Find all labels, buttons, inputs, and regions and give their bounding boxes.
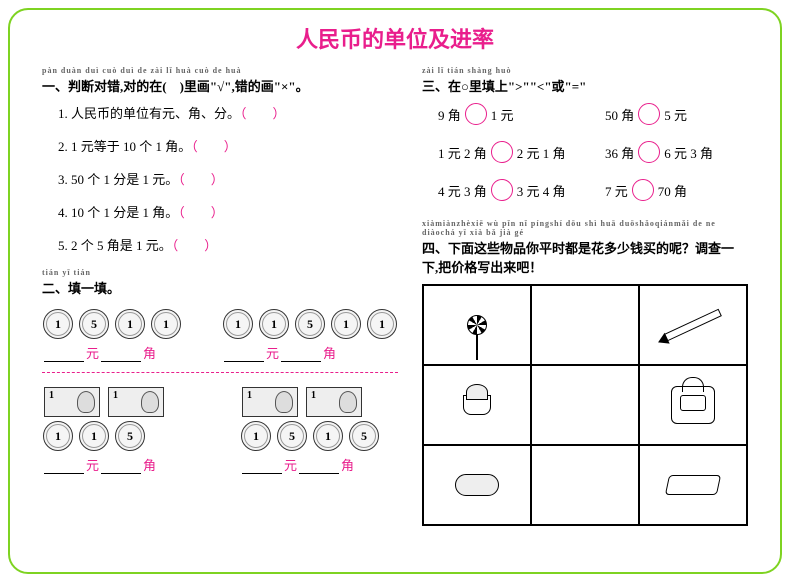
coin-1: 1 (367, 309, 397, 339)
cell-empty[interactable] (531, 365, 639, 445)
coin-1: 1 (115, 309, 145, 339)
blank[interactable] (242, 460, 282, 474)
blank[interactable] (44, 460, 84, 474)
comp-2: 50 角5 元 (605, 103, 748, 125)
bill-1 (242, 387, 298, 417)
coin-5: 5 (277, 421, 307, 451)
page-title: 人民币的单位及进率 (42, 22, 748, 54)
s1-q2: 2. 1 元等于 10 个 1 角。（ ） (58, 136, 398, 155)
section-4-header: xiàmiànzhèxiē wù pǐn nǐ píngshí dōu shì … (422, 219, 748, 276)
phone-icon (665, 475, 721, 495)
s1-q3: 3. 50 个 1 分是 1 元。（ ） (58, 169, 398, 188)
circle-blank[interactable] (491, 141, 513, 163)
comp-5: 4 元 3 角3 元 4 角 (438, 179, 581, 201)
bill-1 (306, 387, 362, 417)
comp-4: 36 角6 元 3 角 (605, 141, 748, 163)
bag-icon (671, 386, 715, 424)
coin-5: 5 (349, 421, 379, 451)
coin-1: 1 (151, 309, 181, 339)
circle-blank[interactable] (632, 179, 654, 201)
coin-1: 1 (43, 309, 73, 339)
section-2-header: tián yī tián 二、填一填。 (42, 268, 398, 297)
coin-5: 5 (115, 421, 145, 451)
section-1-header: pàn duàn duì cuò duì de zài lǐ huà cuò d… (42, 66, 398, 95)
lollipop-icon (467, 315, 487, 335)
s2-row2: 1 1 5 元角 1 5 1 5 (42, 383, 398, 474)
circle-blank[interactable] (638, 103, 660, 125)
comp-1: 9 角1 元 (438, 103, 581, 125)
circle-blank[interactable] (465, 103, 487, 125)
coin-1: 1 (313, 421, 343, 451)
blank[interactable] (224, 348, 264, 362)
item-grid (422, 284, 748, 526)
coin-5: 5 (295, 309, 325, 339)
cell-box (423, 445, 531, 525)
s1-q4: 4. 10 个 1 分是 1 角。（ ） (58, 202, 398, 221)
coin-1: 1 (331, 309, 361, 339)
coin-1: 1 (79, 421, 109, 451)
cell-bag (639, 365, 747, 445)
blank[interactable] (101, 460, 141, 474)
cell-icecream (423, 365, 531, 445)
blank[interactable] (44, 348, 84, 362)
section-3-header: zài lǐ tián shàng huò 三、在○里填上">""<"或"=" (422, 66, 748, 95)
blank[interactable] (101, 348, 141, 362)
circle-blank[interactable] (491, 179, 513, 201)
bill-1 (44, 387, 100, 417)
comp-3: 1 元 2 角2 元 1 角 (438, 141, 581, 163)
cell-pencil (639, 285, 747, 365)
blank[interactable] (299, 460, 339, 474)
coin-5: 5 (79, 309, 109, 339)
blank[interactable] (281, 348, 321, 362)
comp-6: 7 元70 角 (605, 179, 748, 201)
cell-empty[interactable] (531, 285, 639, 365)
coin-1: 1 (259, 309, 289, 339)
divider (42, 372, 398, 373)
bill-1 (108, 387, 164, 417)
cell-empty[interactable] (531, 445, 639, 525)
cell-phone (639, 445, 747, 525)
s2-row1: 1 5 1 1 元角 1 1 5 1 1 元角 (42, 305, 398, 362)
coin-1: 1 (241, 421, 271, 451)
s1-q5: 5. 2 个 5 角是 1 元。（ ） (58, 235, 398, 254)
s1-q1: 1. 人民币的单位有元、角、分。（ ） (58, 103, 398, 122)
coin-1: 1 (223, 309, 253, 339)
circle-blank[interactable] (638, 141, 660, 163)
coin-1: 1 (43, 421, 73, 451)
cell-lollipop (423, 285, 531, 365)
icecream-icon (463, 395, 491, 415)
box-icon (455, 474, 499, 496)
pencil-icon (664, 309, 722, 342)
